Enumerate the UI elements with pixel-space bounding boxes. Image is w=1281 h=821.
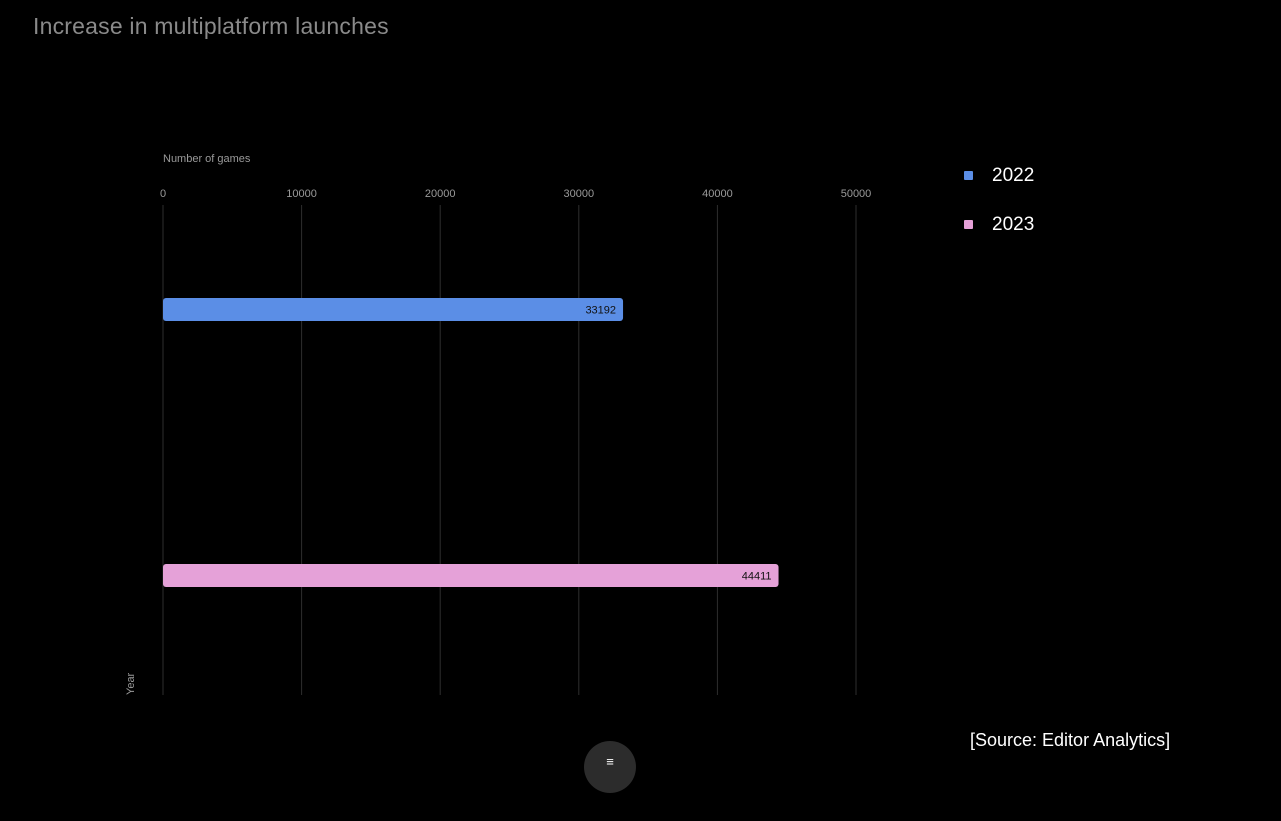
- chart-title: Increase in multiplatform launches: [33, 13, 389, 39]
- legend-swatch-2022: [964, 170, 973, 180]
- legend-item-2022[interactable]: 2022: [964, 163, 1034, 189]
- x-tick-label: 40000: [702, 188, 733, 200]
- bar-value-label: 33192: [585, 305, 616, 317]
- legend-swatch-2023: [964, 219, 973, 229]
- hamburger-menu-icon: ≡: [606, 754, 614, 769]
- legend-label: 2022: [992, 165, 1035, 186]
- x-tick-label: 50000: [841, 188, 872, 200]
- x-tick-label: 20000: [425, 188, 456, 200]
- bar-value-label: 44411: [742, 571, 772, 583]
- x-axis-title: Number of games: [163, 153, 251, 165]
- y-axis-title: Year: [125, 672, 137, 695]
- x-tick-label: 10000: [286, 188, 317, 200]
- x-tick-label: 0: [160, 188, 166, 200]
- bar-2022: [163, 298, 624, 321]
- legend-item-2023[interactable]: 2023: [964, 212, 1034, 238]
- menu-button[interactable]: ≡: [584, 741, 636, 793]
- legend-label: 2023: [992, 214, 1035, 235]
- x-tick-label: 30000: [564, 188, 595, 200]
- bar-2023: [163, 564, 779, 587]
- legend: 2022 2023: [964, 163, 1034, 261]
- source-note: [Source: Editor Analytics]: [970, 730, 1171, 750]
